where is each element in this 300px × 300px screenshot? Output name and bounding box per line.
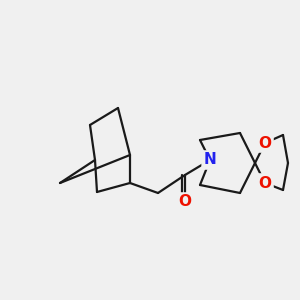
Text: N: N xyxy=(204,152,216,167)
Text: O: O xyxy=(259,176,272,190)
Text: O: O xyxy=(259,136,272,151)
Text: O: O xyxy=(178,194,191,209)
